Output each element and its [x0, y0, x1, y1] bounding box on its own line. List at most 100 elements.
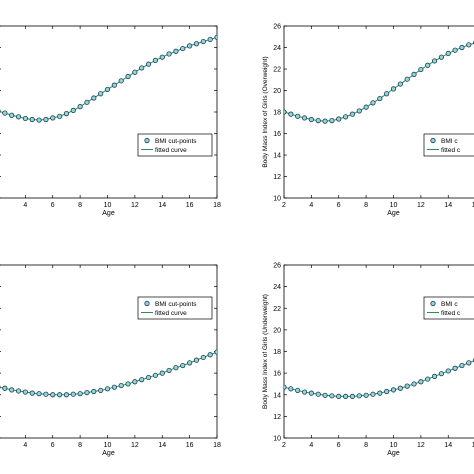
- data-point: [98, 387, 104, 394]
- data-point: [9, 112, 15, 118]
- data-point: [336, 116, 342, 122]
- data-point: [356, 393, 362, 399]
- legend-entry-curve: fitted c: [441, 147, 461, 154]
- data-point: [356, 108, 362, 114]
- data-point: [452, 365, 458, 371]
- y-tick-label: 10: [273, 436, 281, 443]
- x-tick-label: 6: [51, 442, 55, 449]
- data-point: [363, 104, 369, 110]
- data-point: [397, 81, 403, 87]
- x-axis-label: Age: [102, 210, 115, 217]
- data-point: [377, 390, 383, 396]
- x-tick-label: 10: [390, 202, 398, 209]
- data-point: [466, 42, 472, 48]
- data-point: [425, 62, 431, 68]
- data-point: [36, 391, 42, 397]
- plot-frame: [283, 264, 474, 439]
- data-point: [187, 43, 193, 49]
- data-point: [349, 111, 356, 117]
- x-tick-label: 10: [104, 442, 112, 449]
- y-tick-label: 24: [273, 45, 281, 52]
- data-point: [111, 82, 117, 88]
- legend-box: [137, 296, 213, 320]
- data-point: [180, 45, 186, 52]
- data-point: [349, 393, 356, 399]
- x-tick-label: 4: [23, 202, 27, 209]
- x-tick-label: 6: [51, 202, 55, 209]
- data-point: [207, 352, 213, 358]
- y-axis-label: Body Mass Index of Girls (Underweight): [262, 294, 269, 409]
- data-point: [15, 114, 22, 120]
- x-axis-label: Age: [387, 210, 400, 217]
- plot-data: [0, 34, 217, 123]
- data-point: [173, 48, 179, 54]
- x-tick-label: 2: [282, 202, 286, 209]
- y-tick-label: 12: [273, 174, 281, 181]
- data-point: [70, 107, 76, 113]
- y-tick-label: 14: [273, 392, 281, 399]
- legend-box: [423, 296, 474, 320]
- data-point: [370, 391, 376, 397]
- y-axis-label: Body Mass Index of Girls (Overweight): [262, 56, 269, 167]
- plot-frame: [0, 25, 218, 199]
- data-point: [295, 113, 301, 119]
- data-point: [295, 387, 301, 394]
- x-tick-label: 12: [417, 442, 425, 449]
- y-tick-label: 20: [273, 88, 281, 95]
- x-tick-label: 16: [186, 442, 194, 449]
- x-tick-label: 12: [417, 202, 425, 209]
- plot-frame: [283, 25, 474, 199]
- data-point: [159, 370, 165, 376]
- data-point: [139, 65, 145, 71]
- data-point: [56, 113, 63, 119]
- data-point: [207, 36, 213, 43]
- data-point: [43, 391, 49, 397]
- y-tick-label: 10: [273, 196, 281, 203]
- data-point: [9, 387, 15, 393]
- data-point: [322, 118, 328, 124]
- data-point: [111, 384, 117, 390]
- legend-entry-points: BMI c: [441, 301, 458, 308]
- legend-entry-curve: fitted curve: [155, 147, 187, 154]
- data-point: [132, 379, 138, 385]
- x-tick-label: 6: [337, 442, 341, 449]
- data-point: [411, 71, 417, 77]
- data-point: [397, 385, 403, 391]
- data-point: [166, 51, 172, 57]
- data-point: [384, 91, 390, 97]
- x-tick-label: 4: [309, 442, 313, 449]
- data-point: [98, 91, 104, 97]
- data-point: [166, 367, 172, 374]
- data-point: [132, 69, 138, 75]
- legend-entry-curve: fitted c: [441, 310, 461, 317]
- x-tick-label: 12: [131, 442, 139, 449]
- data-point: [2, 110, 8, 116]
- data-point: [404, 76, 410, 82]
- data-point: [404, 383, 410, 389]
- data-point: [418, 66, 424, 73]
- data-point: [342, 393, 349, 399]
- x-tick-label: 14: [444, 202, 452, 209]
- x-tick-label: 4: [309, 202, 313, 209]
- x-tick-label: 8: [78, 202, 82, 209]
- data-point: [438, 54, 445, 60]
- data-point: [336, 393, 342, 399]
- data-point: [342, 114, 349, 120]
- y-tick-label: 26: [273, 263, 281, 270]
- x-axis-label: Age: [387, 450, 400, 457]
- legend-marker: [430, 137, 436, 144]
- data-point: [70, 391, 76, 397]
- legend: BMI c fitted c: [423, 296, 474, 320]
- data-point: [214, 34, 217, 40]
- plot-data: [284, 358, 474, 399]
- data-point: [180, 362, 186, 369]
- data-point: [29, 390, 35, 396]
- legend: BMI cut-points fitted curve: [137, 133, 213, 157]
- legend-entry-points: BMI cut-points: [155, 138, 197, 145]
- data-point: [139, 377, 145, 383]
- data-point: [125, 381, 131, 387]
- y-tick-label: 24: [273, 284, 281, 291]
- x-tick-label: 18: [213, 442, 221, 449]
